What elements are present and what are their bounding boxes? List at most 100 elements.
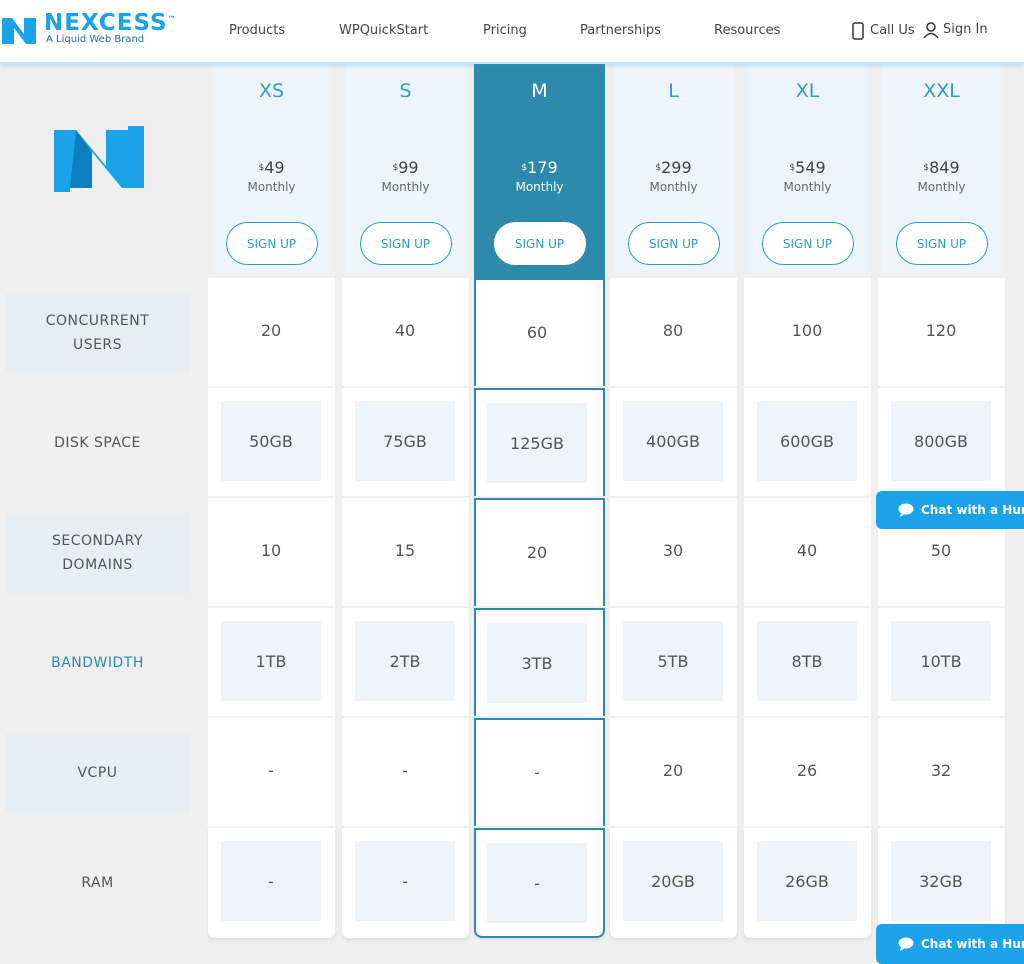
nav-link[interactable]: Resources: [714, 23, 781, 38]
plan-name: M: [531, 80, 548, 102]
feature-value: 15: [394, 541, 416, 560]
feature-cell: 30: [610, 498, 737, 606]
chat-button[interactable]: Chat with a Huma: [876, 491, 1024, 529]
feature-cell: 50GB: [208, 388, 335, 496]
plan-period: Monthly: [783, 180, 832, 194]
feature-cell: 10: [208, 498, 335, 606]
feature-cell: 3TB: [474, 608, 605, 716]
feature-value: 32: [930, 761, 952, 780]
feature-value: -: [534, 763, 540, 782]
plan-name: L: [668, 80, 679, 102]
feature-cell: 5TB: [610, 608, 737, 716]
feature-value: -: [487, 843, 587, 923]
brand-icon: [2, 18, 36, 44]
phone-icon: [852, 22, 864, 40]
feature-value: 80: [662, 321, 684, 340]
feature-value: 26GB: [757, 841, 857, 921]
feature-value: 8TB: [757, 621, 857, 701]
feature-cell: 15: [342, 498, 469, 606]
plan-period: Monthly: [381, 180, 430, 194]
feature-cell: 75GB: [342, 388, 469, 496]
feature-value: 5TB: [623, 621, 723, 701]
feature-value: 120: [925, 321, 957, 340]
feature-value: 400GB: [623, 401, 723, 481]
plan-name: XS: [258, 80, 285, 102]
call-us[interactable]: Call Us: [870, 23, 915, 38]
feature-cell: 800GB: [878, 388, 1005, 496]
currency: $: [521, 162, 528, 173]
price: 179: [527, 158, 558, 177]
chat-button[interactable]: Chat with a Huma: [876, 924, 1024, 964]
plan-price: $299: [610, 158, 737, 177]
feature-cell: 10TB: [878, 608, 1005, 716]
nav-link[interactable]: Partnerships: [580, 23, 661, 38]
feature-value: 800GB: [891, 401, 991, 481]
feature-cell: 100: [744, 278, 871, 386]
feature-cell: 26: [744, 718, 871, 826]
feature-value: 1TB: [221, 621, 321, 701]
plan-price: $549: [744, 158, 871, 177]
currency: $: [923, 162, 930, 173]
plan-card: S $99 Monthly SIGN UP: [342, 62, 469, 278]
feature-cell: 20GB: [610, 828, 737, 938]
price: 299: [661, 158, 692, 177]
feature-cell: 32: [878, 718, 1005, 826]
feature-cell: 60: [474, 278, 605, 386]
brand-name[interactable]: NEXCESS™: [44, 10, 177, 36]
feature-cell: 2TB: [342, 608, 469, 716]
feature-cell: 120: [878, 278, 1005, 386]
plan-name: XL: [795, 80, 820, 102]
feature-cell: 20: [208, 278, 335, 386]
feature-label: DISK SPACE: [54, 435, 141, 451]
feature-value: -: [268, 761, 274, 780]
feature-label: VCPU: [5, 733, 190, 813]
plan-period: Monthly: [917, 180, 966, 194]
feature-cell: -: [342, 718, 469, 826]
feature-cell: 400GB: [610, 388, 737, 496]
logo: [54, 126, 144, 192]
sign-up-button[interactable]: SIGN UP: [895, 222, 988, 265]
sign-up-button[interactable]: SIGN UP: [627, 222, 720, 265]
feature-cell: 8TB: [744, 608, 871, 716]
feature-value: 20GB: [623, 841, 723, 921]
feature-cell: 80: [610, 278, 737, 386]
nav-link[interactable]: Pricing: [483, 23, 527, 38]
price: 49: [264, 158, 285, 177]
feature-value: 10TB: [891, 621, 991, 701]
feature-cell: 20: [610, 718, 737, 826]
price: 849: [929, 158, 960, 177]
feature-value: 50GB: [221, 401, 321, 481]
feature-value: 40: [796, 541, 818, 560]
feature-value: 40: [394, 321, 416, 340]
feature-value: 26: [796, 761, 818, 780]
feature-cell: 600GB: [744, 388, 871, 496]
nav-link[interactable]: Products: [229, 23, 286, 38]
feature-cell: 40: [342, 278, 469, 386]
currency: $: [258, 162, 265, 173]
price: 99: [398, 158, 419, 177]
plan-period: Monthly: [649, 180, 698, 194]
sign-up-button[interactable]: SIGN UP: [761, 222, 854, 265]
sign-in[interactable]: Sign In: [943, 22, 988, 37]
currency: $: [789, 162, 796, 173]
user-icon: [923, 22, 939, 38]
feature-value: 60: [526, 323, 548, 342]
plan-card: XS $49 Monthly SIGN UP: [208, 62, 335, 278]
top-bar: NEXCESS™ A Liquid Web Brand Products WPQ…: [0, 0, 1024, 64]
feature-value: 3TB: [487, 623, 587, 703]
nav-link[interactable]: WPQuickStart: [339, 23, 429, 38]
feature-value: 20: [526, 543, 548, 562]
plan-card: XL $549 Monthly SIGN UP: [744, 62, 871, 278]
chat-icon: [898, 503, 914, 517]
plan-name: S: [399, 80, 412, 102]
feature-cell: 20: [474, 498, 605, 606]
sign-up-button[interactable]: SIGN UP: [493, 222, 586, 265]
feature-value: 50: [930, 541, 952, 560]
feature-value: -: [355, 841, 455, 921]
plan-name: XXL: [923, 80, 960, 102]
sign-up-button[interactable]: SIGN UP: [359, 222, 452, 265]
plan-price: $99: [342, 158, 469, 177]
feature-cell: 125GB: [474, 388, 605, 496]
sign-up-button[interactable]: SIGN UP: [225, 222, 318, 265]
